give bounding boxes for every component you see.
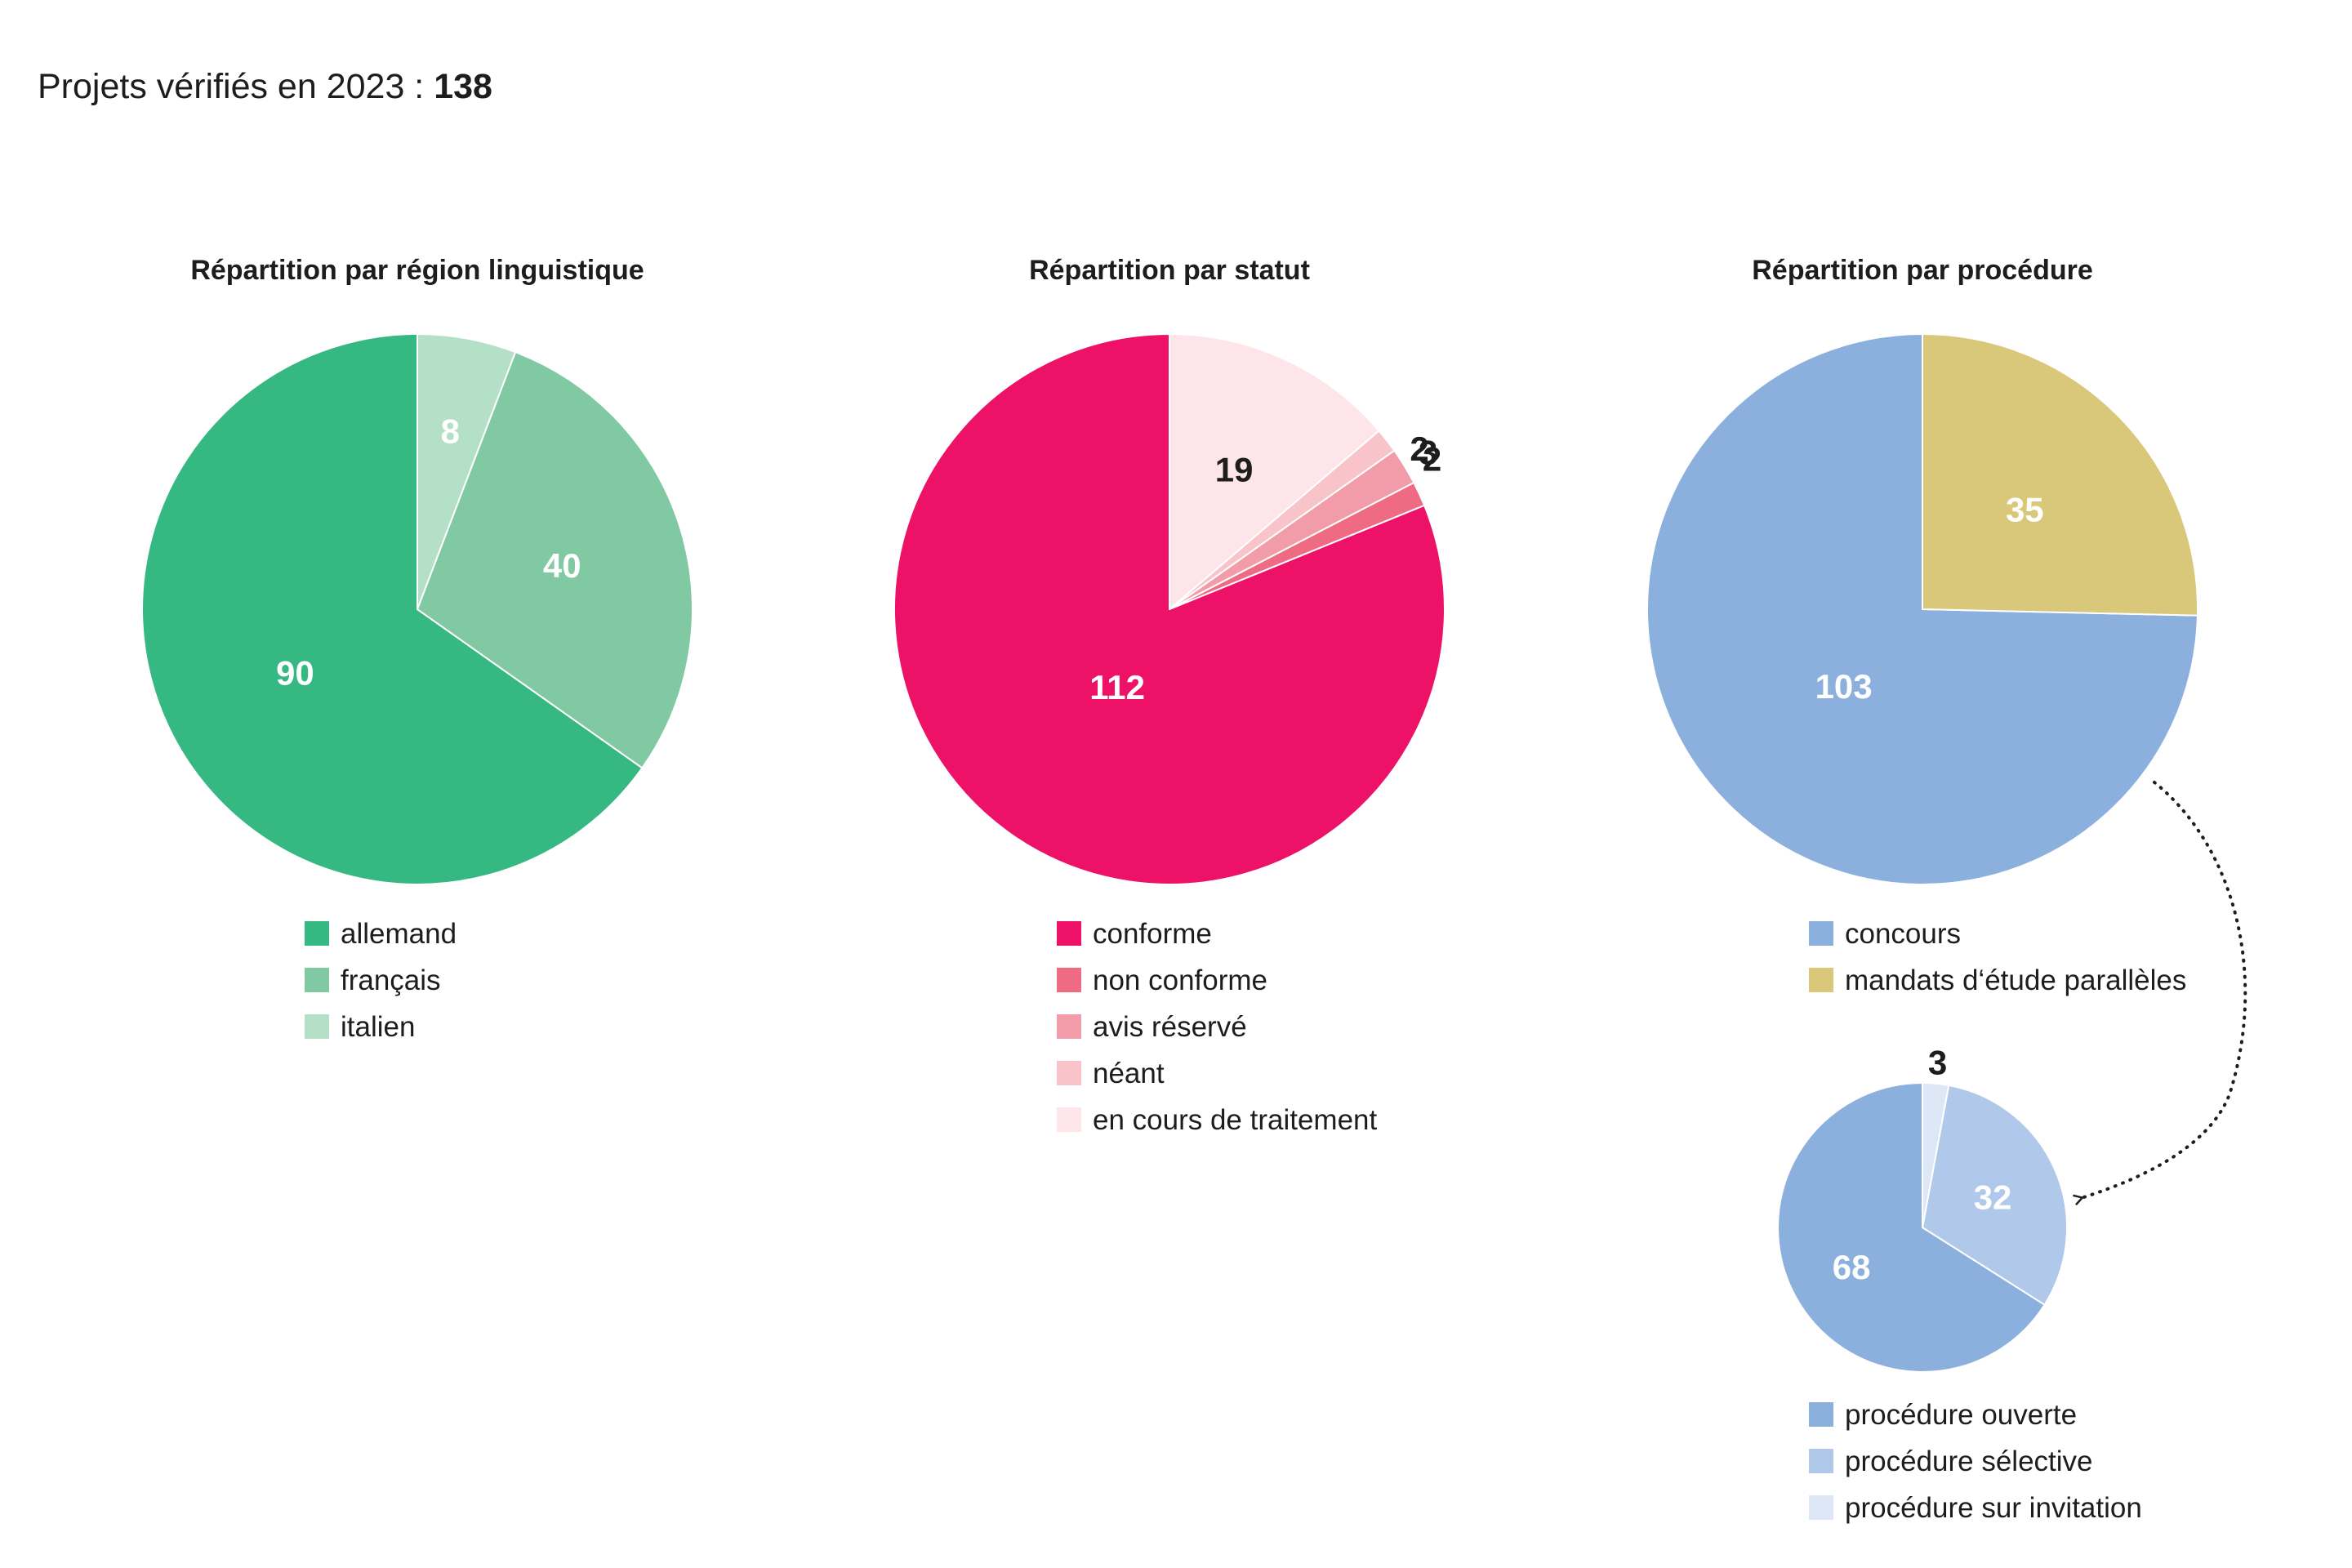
legend-swatch-conforme [1057, 921, 1081, 946]
legend-swatch-concours [1809, 921, 1833, 946]
legend-label-italien: italien [341, 1011, 415, 1043]
pie-chart-procedure: Répartition par procédure 103 35 concours ma… [1646, 255, 2198, 996]
chart-title: Répartition par région linguistique [190, 255, 644, 286]
pie-slice-francais [416, 351, 693, 769]
legend-swatch-allemand [305, 921, 329, 946]
data-label-mandats-d-etude-paralleles: 35 [2006, 491, 2044, 529]
pie-chart-region: Répartition par région linguistique 90 40 8… [141, 255, 693, 1043]
legend-swatch-procedure-ouverte [1809, 1402, 1833, 1427]
data-label-en-cours-de-traitement: 19 [1215, 451, 1254, 489]
legend-swatch-en-cours-de-traitement [1057, 1107, 1081, 1132]
legend-label-concours: concours [1845, 918, 1961, 950]
legend-swatch-italien [305, 1014, 329, 1039]
pie-slice-procedure-selective [1922, 1084, 2068, 1306]
data-label-procedure-ouverte: 68 [1833, 1248, 1871, 1286]
chart-title: Répartition par procédure [1752, 255, 2093, 286]
pie-slice-procedure-sur-invitation [1922, 1082, 1950, 1228]
data-label-procedure-sur-invitation: 3 [1928, 1043, 1947, 1081]
data-label-italien: 8 [441, 412, 460, 450]
legend-label-non-conforme: non conforme [1093, 964, 1267, 996]
legend-label-avis-reserve: avis réservé [1093, 1011, 1247, 1043]
pie-slice-allemand [141, 333, 644, 885]
data-label-procedure-selective: 32 [1974, 1178, 2012, 1216]
legend-swatch-avis-reserve [1057, 1014, 1081, 1039]
pie-chart-status: Répartition par statut 112 232 19 conforme no… [893, 255, 1446, 1136]
data-label-allemand: 90 [276, 654, 314, 693]
pie-chart-procedure-detail: 68 32 3 procédure ouverte procédure sélectiv… [1777, 1043, 2142, 1524]
data-label-neant: 2 [1423, 440, 1441, 479]
legend-label-allemand: allemand [341, 918, 457, 950]
total-label: Projets vérifiés en 2023 : [38, 67, 425, 106]
legend-label-conforme: conforme [1093, 918, 1212, 950]
total-value: 138 [434, 67, 492, 106]
legend-swatch-procedure-sur-invitation [1809, 1495, 1833, 1520]
legend-swatch-neant [1057, 1061, 1081, 1085]
legend-swatch-non-conforme [1057, 968, 1081, 992]
data-label-concours: 103 [1815, 667, 1873, 706]
legend-label-neant: néant [1093, 1058, 1165, 1089]
legend-swatch-procedure-selective [1809, 1449, 1833, 1473]
page-title: Projets vérifiés en 2023 : 138 [38, 67, 492, 107]
legend-swatch-mandats-d-etude-paralleles [1809, 968, 1833, 992]
data-label-avis-reserve: 3 [1419, 433, 1437, 471]
pie-slice-procedure-ouverte [1777, 1082, 2046, 1373]
pie-slice-en-cours-de-traitement [1169, 333, 1380, 610]
legend-swatch-francais [305, 968, 329, 992]
pie-slice-mandats-d-etude-paralleles [1922, 333, 2198, 617]
data-label-non-conforme: 2 [1410, 430, 1428, 468]
legend-label-francais: français [341, 964, 441, 996]
legend-label-procedure-selective: procédure sélective [1845, 1446, 2093, 1477]
legend-label-procedure-ouverte: procédure ouverte [1845, 1399, 2077, 1431]
data-label-francais: 40 [543, 546, 581, 585]
chart-title: Répartition par statut [1029, 255, 1310, 286]
legend-label-procedure-sur-invitation: procédure sur invitation [1845, 1492, 2142, 1524]
pie-slice-italien [416, 333, 517, 610]
legend-label-en-cours-de-traitement: en cours de traitement [1093, 1104, 1378, 1136]
data-label-conforme: 112 [1089, 668, 1145, 706]
legend-label-mandats-d-etude-paralleles: mandats d‘étude parallèles [1845, 964, 2186, 996]
